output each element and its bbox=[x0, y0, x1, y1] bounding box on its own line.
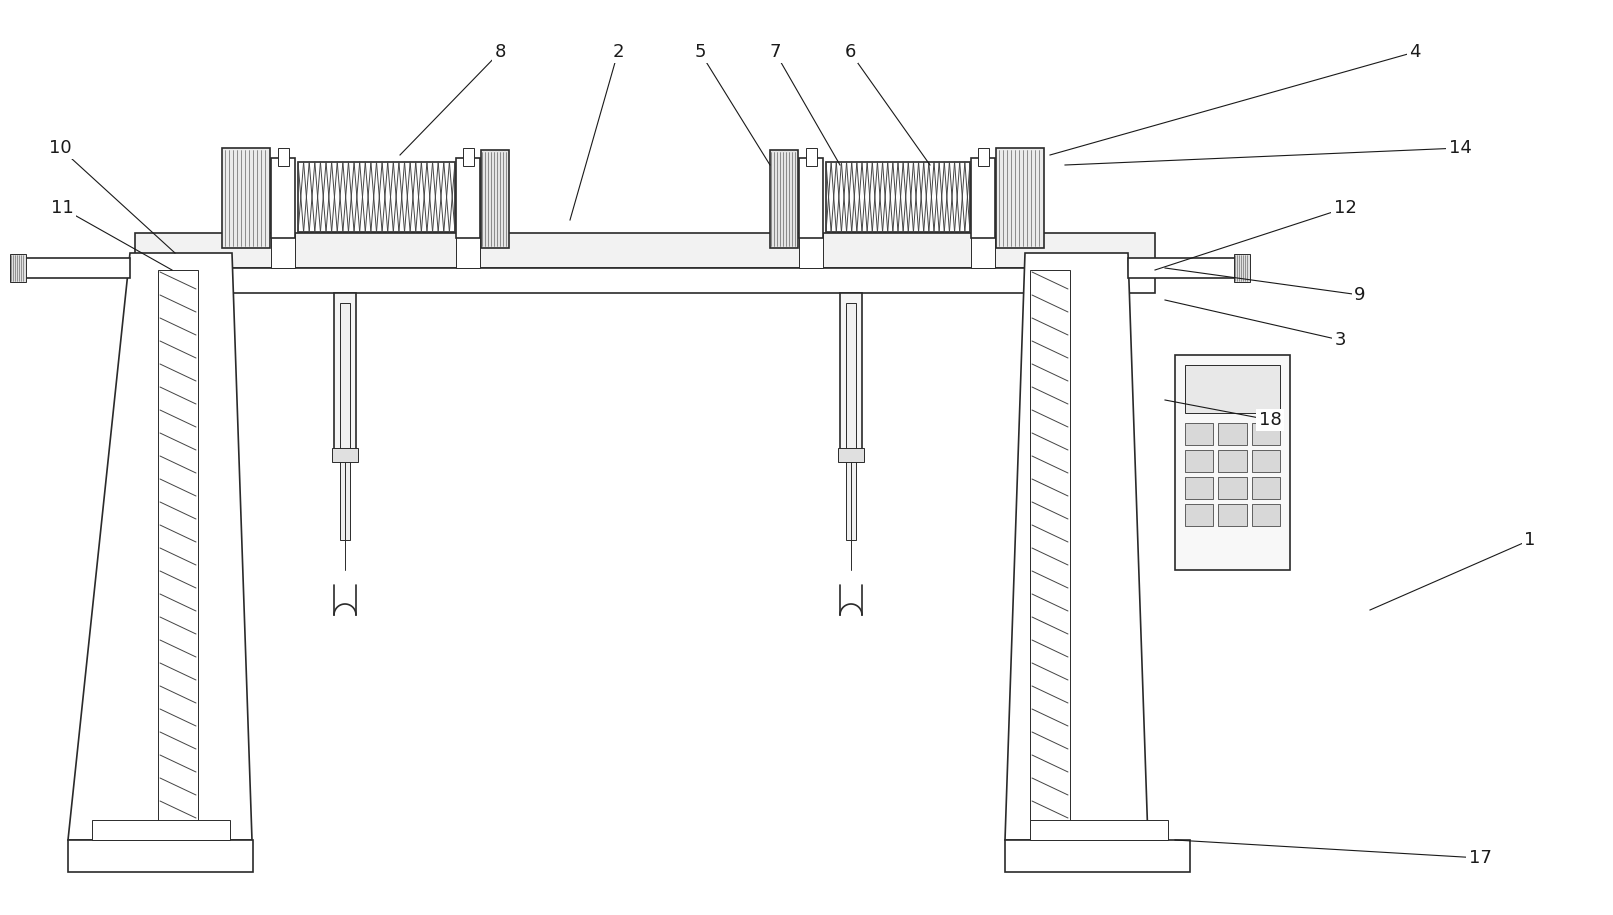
Bar bbox=[971, 233, 995, 268]
Text: 12: 12 bbox=[1334, 199, 1357, 217]
Bar bbox=[298, 162, 455, 232]
Bar bbox=[840, 293, 861, 450]
Bar bbox=[798, 158, 823, 238]
Bar bbox=[1186, 365, 1281, 413]
Bar bbox=[456, 158, 481, 238]
Bar bbox=[995, 148, 1044, 248]
Bar bbox=[806, 148, 818, 166]
Text: 9: 9 bbox=[1355, 286, 1366, 304]
Bar bbox=[1174, 355, 1290, 570]
Bar bbox=[971, 158, 995, 238]
Bar bbox=[839, 448, 865, 462]
Text: 10: 10 bbox=[48, 139, 71, 157]
Bar bbox=[1252, 423, 1281, 445]
Bar bbox=[1031, 270, 1069, 825]
Bar bbox=[826, 162, 969, 232]
Bar bbox=[1252, 450, 1281, 472]
Bar bbox=[1031, 820, 1168, 840]
Bar bbox=[1218, 423, 1247, 445]
Bar bbox=[334, 293, 356, 450]
Bar bbox=[68, 840, 253, 872]
Text: 18: 18 bbox=[1258, 411, 1281, 429]
Polygon shape bbox=[1005, 253, 1148, 840]
Bar bbox=[135, 268, 1155, 293]
Bar bbox=[1218, 504, 1247, 526]
Bar bbox=[1127, 258, 1236, 278]
Text: 14: 14 bbox=[1448, 139, 1471, 157]
Bar bbox=[798, 233, 823, 268]
Bar bbox=[340, 303, 350, 540]
Bar bbox=[135, 233, 1155, 268]
Bar bbox=[1234, 254, 1250, 282]
Bar bbox=[271, 233, 295, 268]
Bar bbox=[977, 148, 989, 166]
Text: 6: 6 bbox=[844, 43, 855, 61]
Bar bbox=[481, 150, 510, 248]
Bar bbox=[271, 158, 295, 238]
Bar bbox=[1218, 450, 1247, 472]
Bar bbox=[1186, 477, 1213, 499]
Bar bbox=[92, 820, 231, 840]
Text: 8: 8 bbox=[494, 43, 506, 61]
Text: 5: 5 bbox=[694, 43, 706, 61]
Bar bbox=[277, 148, 289, 166]
Bar bbox=[23, 258, 131, 278]
Bar bbox=[1186, 423, 1213, 445]
Bar bbox=[1005, 840, 1190, 872]
Bar bbox=[769, 150, 798, 248]
Bar bbox=[1252, 477, 1281, 499]
Text: 11: 11 bbox=[50, 199, 73, 217]
Bar bbox=[1252, 504, 1281, 526]
Bar bbox=[1186, 450, 1213, 472]
Text: 3: 3 bbox=[1334, 331, 1345, 349]
Polygon shape bbox=[68, 253, 252, 840]
Bar bbox=[10, 254, 26, 282]
Bar bbox=[456, 233, 481, 268]
Bar bbox=[463, 148, 474, 166]
Bar bbox=[223, 148, 269, 248]
Bar bbox=[332, 448, 358, 462]
Bar bbox=[845, 303, 857, 540]
Text: 4: 4 bbox=[1410, 43, 1421, 61]
Bar bbox=[158, 270, 198, 825]
Text: 7: 7 bbox=[769, 43, 781, 61]
Bar bbox=[1218, 477, 1247, 499]
Text: 2: 2 bbox=[613, 43, 624, 61]
Text: 17: 17 bbox=[1468, 849, 1492, 867]
Bar bbox=[1186, 504, 1213, 526]
Text: 1: 1 bbox=[1524, 531, 1536, 549]
